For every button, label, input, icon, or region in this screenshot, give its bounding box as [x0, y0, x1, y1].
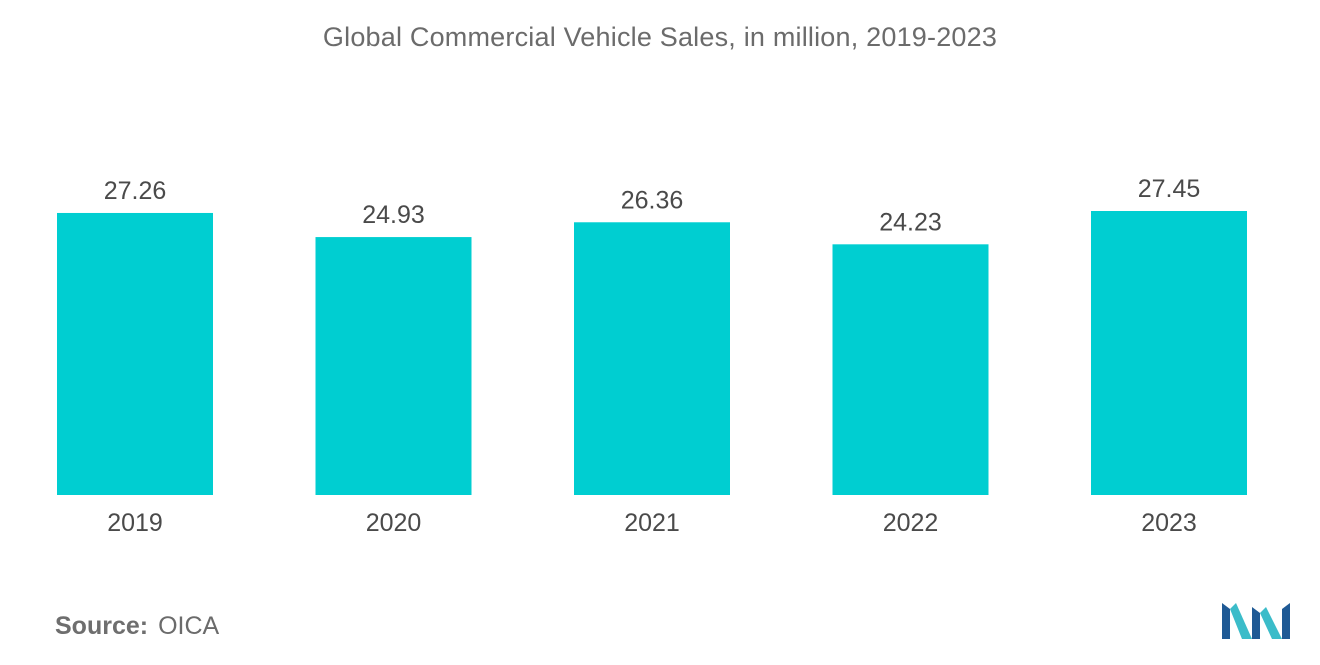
- value-label-2021: 26.36: [621, 186, 684, 214]
- logo-shape-right-stem: [1282, 603, 1290, 639]
- x-tick-2020: 2020: [366, 509, 422, 537]
- source-note: Source: OICA: [55, 612, 219, 641]
- x-tick-2023: 2023: [1141, 509, 1197, 537]
- x-axis-ticks: 2019 2020 2021 2022 2023: [107, 509, 1197, 537]
- source-label: Source:: [55, 612, 149, 640]
- source-value: OICA: [158, 612, 220, 640]
- chart-title: Global Commercial Vehicle Sales, in mill…: [322, 22, 998, 52]
- value-label-2020: 24.93: [362, 201, 425, 229]
- bar-2023: [1091, 211, 1247, 495]
- logo-shape-left-stem: [1222, 603, 1230, 639]
- x-tick-2019: 2019: [107, 509, 163, 537]
- x-tick-2021: 2021: [624, 509, 680, 537]
- logo-shape-right-diagonal: [1260, 607, 1282, 639]
- value-label-2023: 27.45: [1138, 175, 1201, 203]
- value-label-2022: 24.23: [879, 208, 942, 236]
- x-tick-2022: 2022: [883, 509, 939, 537]
- bar-2019: [57, 212, 213, 495]
- bar-2022: [832, 244, 989, 495]
- brand-logo-icon: [1222, 603, 1290, 639]
- value-label-2019: 27.26: [104, 177, 167, 205]
- logo-shape-left-diagonal: [1230, 603, 1252, 639]
- value-labels-layer: 27.26 24.93 26.36 24.23 27.45: [104, 175, 1201, 236]
- bars-layer: [57, 211, 1247, 496]
- bar-2020: [315, 237, 472, 495]
- bar-2021: [574, 222, 730, 496]
- logo-shape-mid-stem: [1252, 607, 1260, 639]
